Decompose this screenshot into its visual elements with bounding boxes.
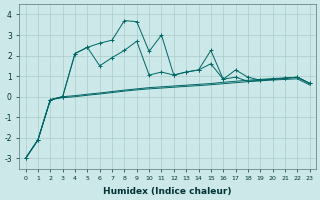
X-axis label: Humidex (Indice chaleur): Humidex (Indice chaleur) <box>103 187 232 196</box>
